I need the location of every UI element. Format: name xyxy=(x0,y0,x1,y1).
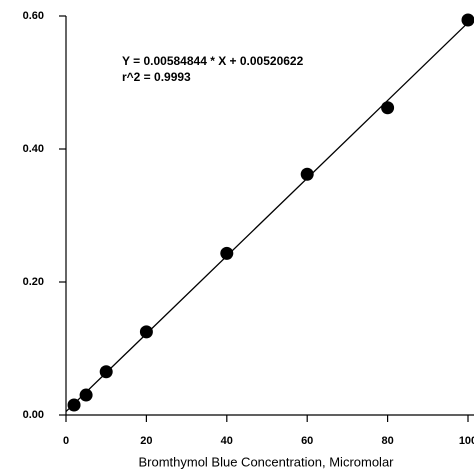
data-point xyxy=(220,246,234,260)
x-tick-label: 40 xyxy=(221,435,233,447)
y-tick-label: 0.00 xyxy=(23,409,44,421)
data-point xyxy=(461,13,474,27)
y-tick-label: 0.60 xyxy=(23,10,44,22)
data-point xyxy=(381,101,395,115)
data-point xyxy=(99,365,113,379)
x-tick-label: 20 xyxy=(140,435,152,447)
data-point xyxy=(67,398,81,412)
fit-line xyxy=(65,22,469,413)
data-point xyxy=(300,167,314,181)
data-point xyxy=(79,388,93,402)
r-squared: r^2 = 0.9993 xyxy=(122,70,191,84)
y-tick-label: 0.20 xyxy=(23,276,44,288)
x-tick-label: 0 xyxy=(63,435,69,447)
x-axis-label: Bromthymol Blue Concentration, Micromola… xyxy=(138,454,394,469)
data-point xyxy=(139,325,153,339)
x-tick-label: 80 xyxy=(381,435,393,447)
equation: Y = 0.00584844 * X + 0.00520622 xyxy=(122,54,304,68)
x-tick-label: 60 xyxy=(301,435,313,447)
x-tick-label: 100 xyxy=(459,435,474,447)
y-tick-label: 0.40 xyxy=(23,143,44,155)
